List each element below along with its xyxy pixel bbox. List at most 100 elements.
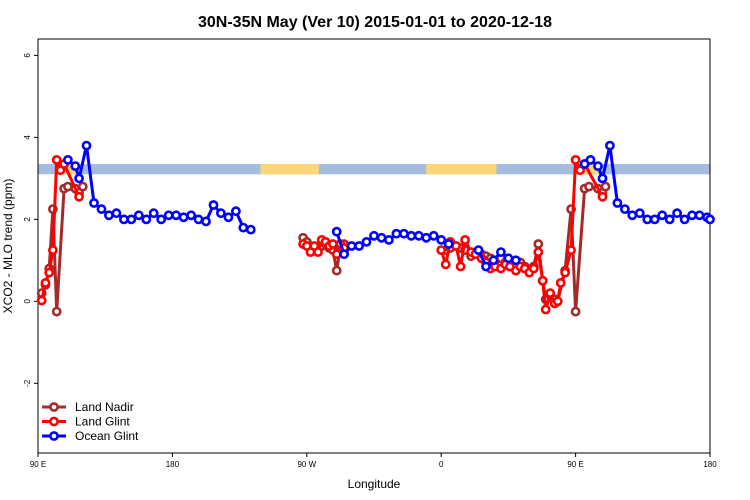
y-axis-title: XCO2 - MLO trend (ppm)	[1, 179, 15, 314]
data-point-ocean-glint	[679, 214, 690, 225]
data-point-land-glint	[313, 247, 323, 257]
data-point-land-glint	[528, 263, 539, 274]
series-line-land-nadir	[40, 185, 85, 314]
data-point-ocean-glint	[672, 208, 682, 219]
legend-item-land-nadir: Land Nadir	[42, 400, 134, 414]
data-point-land-glint	[36, 295, 47, 306]
data-point-ocean-glint	[238, 222, 249, 233]
data-point-ocean-glint	[354, 241, 364, 251]
data-point-ocean-glint	[193, 214, 204, 225]
data-point-ocean-glint	[70, 161, 81, 171]
data-point-ocean-glint	[503, 253, 514, 264]
data-point-ocean-glint	[488, 255, 499, 266]
data-point-ocean-glint	[511, 255, 521, 266]
data-point-ocean-glint	[156, 214, 167, 225]
legend-item-land-glint: Land Glint	[42, 415, 130, 429]
data-point-land-glint	[48, 245, 58, 255]
data-point-land-glint	[51, 154, 62, 165]
legend-label: Ocean Glint	[75, 429, 139, 443]
data-point-land-glint	[327, 239, 338, 249]
data-point-ocean-glint	[81, 140, 92, 151]
legend-label: Land Glint	[75, 415, 130, 429]
data-point-land-glint	[570, 154, 581, 165]
land-band-segment	[260, 164, 319, 175]
data-point-land-glint	[552, 296, 563, 307]
data-point-land-glint	[560, 267, 570, 278]
chart-title: 30N-35N May (Ver 10) 2015-01-01 to 2020-…	[198, 14, 552, 31]
y-tick-label: 2	[23, 217, 32, 222]
data-point-land-nadir	[77, 181, 88, 192]
data-point-land-glint	[74, 191, 84, 202]
legend-swatch-marker	[49, 402, 59, 412]
data-point-ocean-glint	[230, 206, 241, 217]
data-point-land-nadir	[533, 239, 544, 249]
data-point-ocean-glint	[223, 212, 234, 223]
data-point-ocean-glint	[89, 198, 99, 208]
data-point-land-nadir	[331, 265, 342, 276]
data-point-ocean-glint	[361, 236, 372, 247]
data-point-land-nadir	[584, 181, 594, 192]
x-tick-label: 90 E	[567, 460, 583, 469]
data-point-ocean-glint	[245, 224, 256, 235]
data-point-land-glint	[451, 241, 461, 251]
x-axis-title: Longitude	[348, 477, 401, 491]
data-point-ocean-glint	[593, 161, 603, 171]
data-point-ocean-glint	[627, 210, 638, 221]
data-point-land-glint	[540, 304, 551, 315]
data-point-ocean-glint	[634, 208, 645, 219]
data-point-ocean-glint	[96, 204, 107, 214]
legend-item-ocean-glint: Ocean Glint	[42, 429, 139, 443]
data-point-land-glint	[440, 259, 451, 270]
data-point-land-glint	[455, 261, 466, 272]
data-point-ocean-glint	[657, 210, 668, 221]
data-point-ocean-glint	[178, 212, 189, 223]
ocean-band	[38, 164, 710, 175]
data-point-ocean-glint	[694, 210, 705, 221]
data-point-ocean-glint	[473, 245, 484, 255]
data-point-ocean-glint	[481, 261, 491, 272]
data-point-ocean-glint	[612, 198, 623, 208]
data-point-ocean-glint	[428, 230, 439, 241]
data-point-ocean-glint	[346, 241, 357, 251]
x-tick-label: 180	[703, 460, 717, 469]
surface-band	[38, 164, 710, 175]
data-point-ocean-glint	[597, 173, 608, 184]
data-point-ocean-glint	[495, 247, 506, 257]
data-point-ocean-glint	[215, 208, 226, 219]
y-tick-label: 0	[23, 299, 32, 304]
data-point-land-nadir	[570, 306, 581, 317]
data-point-land-glint	[555, 277, 566, 288]
x-tick-label: 0	[439, 460, 444, 469]
data-point-ocean-glint	[171, 210, 181, 221]
data-point-ocean-glint	[208, 200, 219, 210]
data-point-ocean-glint	[620, 204, 630, 214]
data-point-land-nadir	[600, 181, 611, 192]
data-point-land-glint	[40, 277, 51, 288]
data-point-ocean-glint	[63, 154, 73, 165]
data-point-ocean-glint	[605, 140, 615, 151]
data-point-land-glint	[537, 275, 548, 286]
y-tick-label: 4	[23, 135, 32, 140]
data-point-ocean-glint	[111, 208, 122, 219]
data-point-ocean-glint	[443, 239, 454, 249]
data-point-land-glint	[44, 267, 55, 278]
series-ocean-glint	[63, 140, 715, 272]
plot-frame	[37, 38, 711, 454]
legend-swatch-marker	[49, 416, 59, 427]
data-point-land-nadir	[51, 306, 62, 317]
data-point-ocean-glint	[664, 214, 675, 225]
data-point-ocean-glint	[141, 214, 152, 225]
data-point-ocean-glint	[705, 214, 715, 225]
data-point-ocean-glint	[649, 214, 660, 225]
data-point-land-glint	[575, 165, 585, 176]
legend-label: Land Nadir	[75, 400, 134, 414]
data-point-land-nadir	[63, 181, 73, 192]
x-tick-label: 180	[166, 460, 180, 469]
x-tick-label: 90 E	[30, 460, 46, 469]
data-point-ocean-glint	[339, 249, 349, 260]
legend-swatch-marker	[49, 431, 59, 441]
data-point-ocean-glint	[413, 230, 424, 241]
data-point-ocean-glint	[406, 230, 417, 241]
data-point-ocean-glint	[133, 210, 144, 221]
